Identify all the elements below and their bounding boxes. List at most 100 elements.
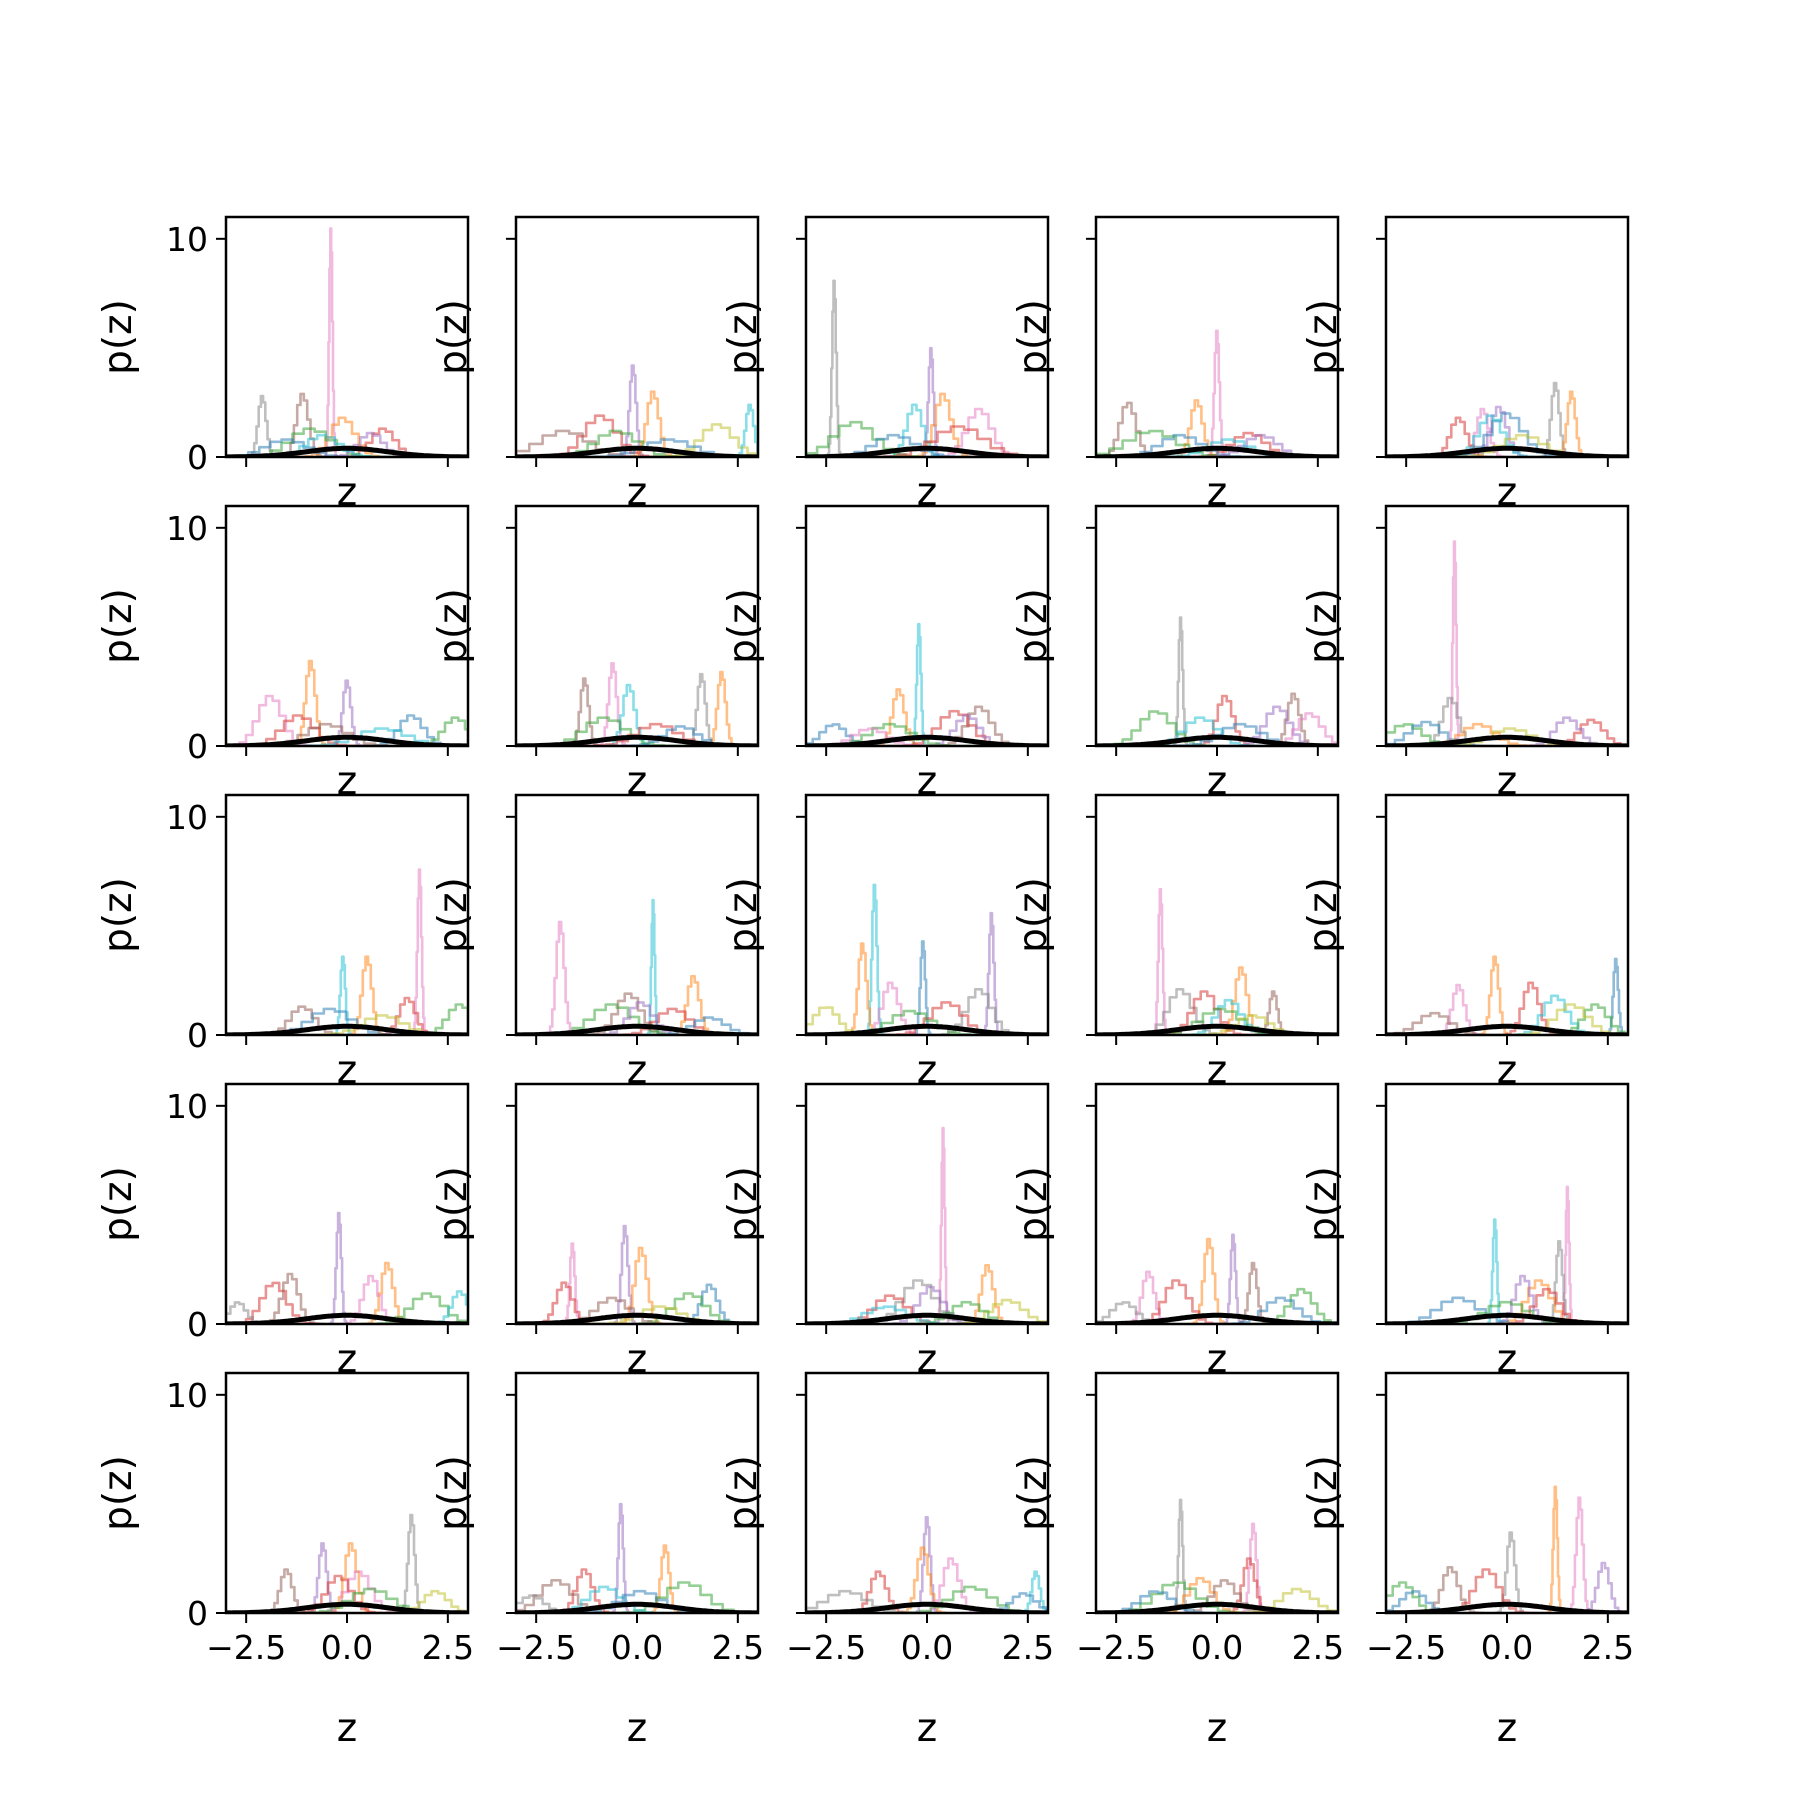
- subplot-2-5: z p(z): [1301, 504, 1630, 804]
- y-axis-label: p(z): [96, 299, 141, 375]
- subplot-1-1: 0 10 z p(z): [96, 215, 470, 515]
- y-axis-label: p(z): [721, 1455, 766, 1531]
- x-axis-label: z: [1497, 1706, 1517, 1751]
- panels-layer: 0 10 z p(z) z p(z) z p(z) z p(z) z p(z) 0 10 z p(z) z p(z…: [96, 215, 1634, 1751]
- y-axis-label: p(z): [1301, 1455, 1346, 1531]
- subplot-5-5: −2.5 0.0 2.5 z p(z): [1301, 1371, 1634, 1751]
- y-axis-label: p(z): [1011, 1166, 1056, 1242]
- y-axis-label: p(z): [721, 1166, 766, 1242]
- subplot-4-5: z p(z): [1301, 1082, 1630, 1382]
- subplot-5-4: −2.5 0.0 2.5 z p(z): [1011, 1371, 1344, 1751]
- x-tick-label: −2.5: [1366, 1628, 1446, 1667]
- x-axis-label: z: [1207, 1337, 1227, 1382]
- x-axis-label: z: [337, 1337, 357, 1382]
- x-axis-label: z: [1497, 1337, 1517, 1382]
- subplot-4-2: z p(z): [431, 1082, 760, 1382]
- x-tick-label: 2.5: [1292, 1628, 1344, 1667]
- y-tick-label: 0: [187, 1016, 208, 1055]
- y-axis-label: p(z): [1011, 1455, 1056, 1531]
- x-tick-label: 2.5: [712, 1628, 764, 1667]
- subplot-4-4: z p(z): [1011, 1082, 1340, 1382]
- y-axis-label: p(z): [1011, 877, 1056, 953]
- y-axis-label: p(z): [721, 588, 766, 664]
- y-axis-label: p(z): [1301, 1166, 1346, 1242]
- x-tick-label: −2.5: [206, 1628, 286, 1667]
- y-axis-label: p(z): [96, 588, 141, 664]
- y-axis-label: p(z): [721, 299, 766, 375]
- x-tick-label: 0.0: [1481, 1628, 1533, 1667]
- x-tick-label: 0.0: [611, 1628, 663, 1667]
- y-axis-label: p(z): [96, 1455, 141, 1531]
- x-tick-label: −2.5: [496, 1628, 576, 1667]
- subplot-1-5: z p(z): [1301, 215, 1630, 515]
- subplot-4-1: 0 10 z p(z): [96, 1082, 470, 1382]
- subplot-3-5: z p(z): [1301, 793, 1630, 1093]
- y-axis-label: p(z): [431, 877, 476, 953]
- x-tick-label: 0.0: [321, 1628, 373, 1667]
- y-axis-label: p(z): [431, 588, 476, 664]
- x-tick-label: 2.5: [422, 1628, 474, 1667]
- y-tick-label: 10: [166, 509, 208, 548]
- subplot-2-1: 0 10 z p(z): [96, 504, 470, 804]
- y-tick-label: 0: [187, 1305, 208, 1344]
- subplot-2-4: z p(z): [1011, 504, 1340, 804]
- x-axis-label: z: [627, 470, 647, 515]
- x-tick-label: −2.5: [786, 1628, 866, 1667]
- x-axis-label: z: [917, 759, 937, 804]
- x-axis-label: z: [1497, 1048, 1517, 1093]
- subplot-1-2: z p(z): [431, 215, 760, 515]
- x-axis-label: z: [627, 759, 647, 804]
- y-axis-label: p(z): [431, 1166, 476, 1242]
- subplot-5-3: −2.5 0.0 2.5 z p(z): [721, 1371, 1054, 1751]
- y-axis-label: p(z): [1301, 588, 1346, 664]
- y-tick-label: 10: [166, 1376, 208, 1415]
- x-tick-label: 0.0: [1191, 1628, 1243, 1667]
- subplot-3-4: z p(z): [1011, 793, 1340, 1093]
- y-tick-label: 10: [166, 798, 208, 837]
- x-axis-label: z: [917, 1706, 937, 1751]
- subplot-5-1: −2.5 0.0 2.5 0 10 z p(z): [96, 1371, 474, 1751]
- subplot-2-3: z p(z): [721, 504, 1050, 804]
- y-axis-label: p(z): [431, 299, 476, 375]
- x-axis-label: z: [337, 759, 357, 804]
- subplot-3-2: z p(z): [431, 793, 760, 1093]
- x-axis-label: z: [1207, 759, 1227, 804]
- x-axis-label: z: [627, 1337, 647, 1382]
- x-axis-label: z: [917, 1337, 937, 1382]
- subplot-3-3: z p(z): [721, 793, 1050, 1093]
- x-tick-label: 2.5: [1002, 1628, 1054, 1667]
- x-axis-label: z: [1207, 1706, 1227, 1751]
- x-tick-label: 0.0: [901, 1628, 953, 1667]
- subplot-3-1: 0 10 z p(z): [96, 793, 470, 1093]
- y-axis-label: p(z): [96, 877, 141, 953]
- y-axis-label: p(z): [721, 877, 766, 953]
- x-axis-label: z: [917, 470, 937, 515]
- y-tick-label: 10: [166, 1087, 208, 1126]
- y-axis-label: p(z): [1301, 877, 1346, 953]
- y-tick-label: 0: [187, 727, 208, 766]
- y-axis-label: p(z): [1301, 299, 1346, 375]
- x-tick-label: 2.5: [1582, 1628, 1634, 1667]
- y-axis-label: p(z): [431, 1455, 476, 1531]
- y-axis-label: p(z): [96, 1166, 141, 1242]
- x-axis-label: z: [917, 1048, 937, 1093]
- y-axis-label: p(z): [1011, 299, 1056, 375]
- x-axis-label: z: [1497, 470, 1517, 515]
- x-axis-label: z: [1207, 1048, 1227, 1093]
- x-tick-label: −2.5: [1076, 1628, 1156, 1667]
- subplot-1-3: z p(z): [721, 215, 1050, 515]
- x-axis-label: z: [627, 1706, 647, 1751]
- y-tick-label: 0: [187, 438, 208, 477]
- subplot-5-2: −2.5 0.0 2.5 z p(z): [431, 1371, 764, 1751]
- subplot-1-4: z p(z): [1011, 215, 1340, 515]
- x-axis-label: z: [337, 1706, 357, 1751]
- x-axis-label: z: [337, 1048, 357, 1093]
- x-axis-label: z: [1497, 759, 1517, 804]
- x-axis-label: z: [1207, 470, 1227, 515]
- x-axis-label: z: [337, 470, 357, 515]
- subplot-2-2: z p(z): [431, 504, 760, 804]
- y-axis-label: p(z): [1011, 588, 1056, 664]
- y-tick-label: 0: [187, 1594, 208, 1633]
